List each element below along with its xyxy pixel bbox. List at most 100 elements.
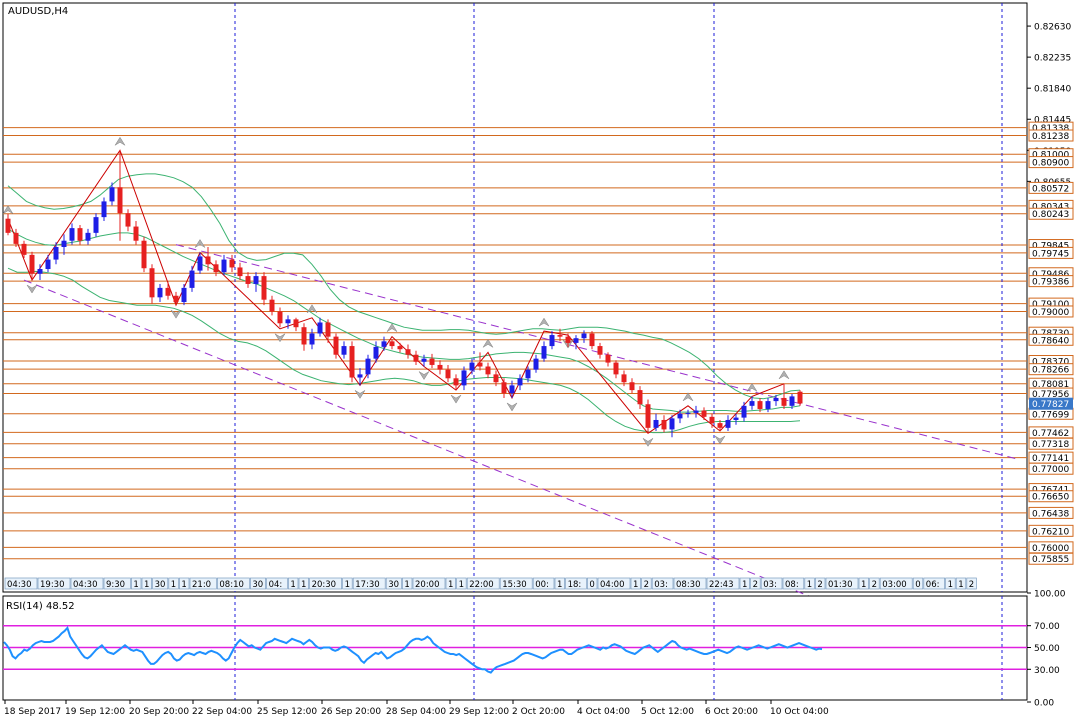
fractal-arrow-icon xyxy=(746,382,758,392)
session-label: 30 xyxy=(155,580,166,590)
candle-body xyxy=(757,401,763,409)
level-tag-label: 0.77699 xyxy=(1032,410,1069,420)
session-label: 30 xyxy=(388,580,399,590)
level-tag xyxy=(1028,246,1074,259)
session-box xyxy=(385,577,402,590)
rsi-line xyxy=(3,625,823,674)
fractal-arrow-icon xyxy=(450,394,462,404)
session-label: 2 xyxy=(753,580,758,590)
session-label: 1 xyxy=(807,580,812,590)
candle-body xyxy=(245,276,251,284)
level-tag xyxy=(1028,275,1074,288)
candle-body xyxy=(677,413,683,419)
level-tag-label: 0.81338 xyxy=(1032,124,1069,134)
session-box xyxy=(912,577,924,590)
candle-body xyxy=(205,256,211,265)
rsi-axis-label: 100.00 xyxy=(1034,590,1066,600)
channel-line xyxy=(23,279,846,612)
level-tag xyxy=(1028,129,1074,142)
session-box xyxy=(70,577,104,590)
fractal-arrow-icon xyxy=(194,239,206,248)
candle-body xyxy=(221,259,227,273)
time-axis-label: 10 Oct 04:00 xyxy=(770,707,829,717)
period-separators xyxy=(234,3,1003,592)
candle-body xyxy=(285,319,291,324)
fractal-arrow-icon xyxy=(482,338,494,348)
candle-body xyxy=(141,240,147,269)
zigzag-path xyxy=(7,149,785,434)
current-price-label: 0.77827 xyxy=(1032,400,1069,410)
session-box xyxy=(641,577,652,590)
level-tag-label: 0.79845 xyxy=(1032,242,1069,252)
candle-body xyxy=(565,336,571,343)
candle-body xyxy=(445,369,451,379)
level-tag xyxy=(1028,490,1074,503)
level-tag-label: 0.78081 xyxy=(1032,380,1069,390)
session-box xyxy=(412,577,446,590)
session-box xyxy=(466,577,500,590)
session-label: 08: xyxy=(785,580,799,590)
candle-body xyxy=(789,396,795,406)
session-label: 1 xyxy=(557,580,562,590)
current-price-box xyxy=(1029,397,1073,410)
level-tag-label: 0.76650 xyxy=(1032,493,1069,503)
candle-body xyxy=(325,322,331,337)
candle-body xyxy=(45,259,51,270)
session-box xyxy=(673,577,707,590)
level-tag-label: 0.77956 xyxy=(1032,390,1069,400)
session-box xyxy=(309,577,342,590)
candle-body xyxy=(261,276,267,300)
fractal-arrow-icon xyxy=(170,309,182,319)
time-axis-label: 19 Sep 12:00 xyxy=(65,707,125,717)
session-label: 9:30 xyxy=(106,580,125,590)
session-label: 04:30 xyxy=(73,580,98,590)
fractal-arrow-icon xyxy=(642,438,654,447)
time-axis-label: 25 Sep 12:00 xyxy=(257,707,317,717)
fractal-arrow-icon xyxy=(274,333,286,343)
candle-body xyxy=(701,410,707,417)
time-axis: 18 Sep 2017 19 Sep 12:00 20 Sep 20:00 22 Se… xyxy=(4,700,829,717)
session-box xyxy=(168,577,179,590)
candle-body xyxy=(637,390,643,405)
candle-body xyxy=(469,362,475,371)
level-tag-label: 0.79100 xyxy=(1032,300,1069,310)
level-tag-label: 0.80343 xyxy=(1032,202,1069,212)
session-label: 04:30 xyxy=(7,580,32,590)
level-tag xyxy=(1028,506,1074,519)
fractal-arrow-icon xyxy=(778,370,790,380)
level-tag-label: 0.79745 xyxy=(1032,249,1069,259)
session-box xyxy=(945,577,956,590)
level-tag-label: 0.77462 xyxy=(1032,429,1069,439)
session-box xyxy=(825,577,859,590)
session-label: 08:30 xyxy=(676,580,701,590)
level-tag xyxy=(1028,363,1074,376)
main-pane[interactable] xyxy=(2,2,1028,593)
candle-body xyxy=(101,201,107,218)
candle-body xyxy=(253,276,259,284)
bollinger-middle xyxy=(7,228,801,413)
candles xyxy=(5,150,803,438)
candle-body xyxy=(61,240,67,248)
candle-body xyxy=(613,362,619,375)
rsi-period-separators xyxy=(234,596,1003,700)
current-price-tag: 0.77827 xyxy=(1029,397,1073,410)
candle-body xyxy=(269,299,275,312)
price-axis-label: 0.82235 xyxy=(1034,54,1071,64)
candle-body xyxy=(477,362,483,367)
level-tag-label: 0.79000 xyxy=(1032,308,1069,318)
session-box xyxy=(266,577,288,590)
session-label: 15:30 xyxy=(502,580,527,590)
candle-body xyxy=(333,336,339,355)
rsi-title: RSI(14) 48.52 xyxy=(6,601,75,612)
candle-body xyxy=(53,247,59,260)
level-tag-label: 0.77141 xyxy=(1032,454,1069,464)
session-box xyxy=(815,577,826,590)
candle-body xyxy=(453,378,459,386)
candle-body xyxy=(213,264,219,273)
session-label: 1 xyxy=(448,580,453,590)
session-box xyxy=(955,577,967,590)
session-box xyxy=(760,577,783,590)
level-tag-label: 0.78640 xyxy=(1032,336,1069,346)
fractal-arrow-icon xyxy=(2,205,14,214)
